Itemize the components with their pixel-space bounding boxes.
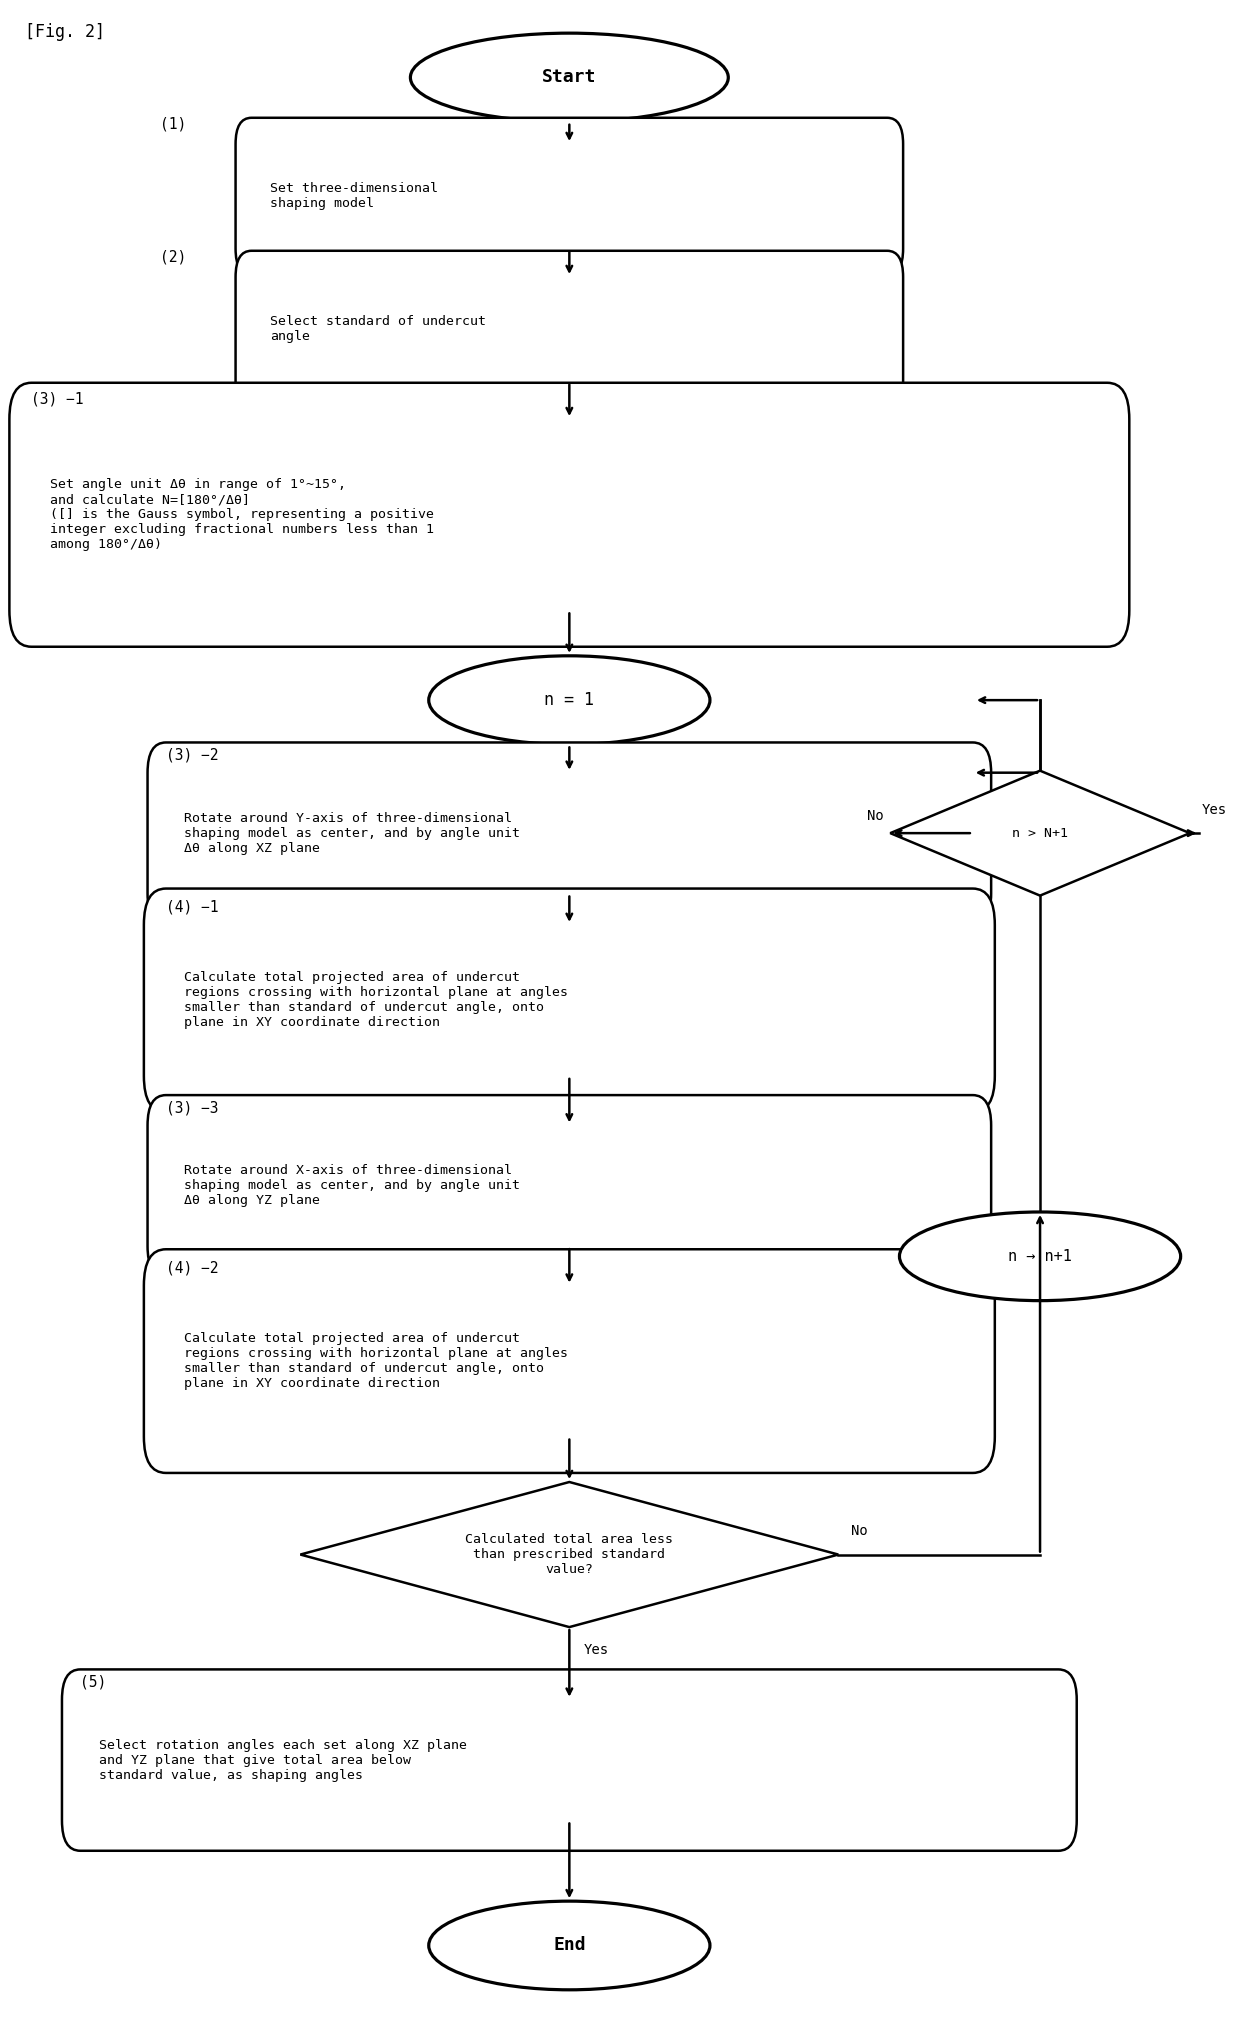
Text: Calculated total area less
than prescribed standard
value?: Calculated total area less than prescrib… — [465, 1534, 673, 1577]
Text: Calculate total projected area of undercut
regions crossing with horizontal plan: Calculate total projected area of underc… — [185, 1333, 568, 1390]
Text: Calculate total projected area of undercut
regions crossing with horizontal plan: Calculate total projected area of underc… — [185, 972, 568, 1029]
Text: (2): (2) — [160, 250, 186, 266]
FancyBboxPatch shape — [62, 1670, 1076, 1850]
Text: (1): (1) — [160, 118, 186, 132]
Text: (4) −2: (4) −2 — [166, 1260, 218, 1276]
Text: Select rotation angles each set along XZ plane
and YZ plane that give total area: Select rotation angles each set along XZ… — [99, 1739, 466, 1781]
Ellipse shape — [899, 1211, 1180, 1301]
Text: No: No — [868, 810, 884, 824]
Text: n = 1: n = 1 — [544, 692, 594, 710]
Text: Rotate around Y-axis of three-dimensional
shaping model as center, and by angle : Rotate around Y-axis of three-dimensiona… — [185, 812, 521, 854]
Ellipse shape — [410, 32, 728, 122]
Text: [Fig. 2]: [Fig. 2] — [25, 22, 105, 41]
Text: Set three-dimensional
shaping model: Set three-dimensional shaping model — [270, 183, 438, 211]
Text: Yes: Yes — [584, 1643, 609, 1658]
Text: n > N+1: n > N+1 — [1012, 826, 1068, 840]
Text: No: No — [851, 1524, 867, 1538]
Polygon shape — [890, 771, 1190, 895]
FancyBboxPatch shape — [10, 383, 1130, 647]
Text: Select standard of undercut
angle: Select standard of undercut angle — [270, 314, 486, 343]
Ellipse shape — [429, 655, 711, 745]
Text: (3) −2: (3) −2 — [166, 747, 218, 763]
FancyBboxPatch shape — [236, 252, 903, 408]
Text: Yes: Yes — [1202, 803, 1228, 818]
FancyBboxPatch shape — [148, 743, 991, 923]
FancyBboxPatch shape — [236, 118, 903, 276]
Ellipse shape — [429, 1901, 711, 1990]
Text: Set angle unit Δθ in range of 1°~15°,
and calculate N=[180°/Δθ]
([] is the Gauss: Set angle unit Δθ in range of 1°~15°, an… — [50, 479, 434, 552]
Text: Rotate around X-axis of three-dimensional
shaping model as center, and by angle : Rotate around X-axis of three-dimensiona… — [185, 1165, 521, 1207]
Text: (5): (5) — [81, 1674, 107, 1690]
FancyBboxPatch shape — [144, 1250, 994, 1473]
Text: n → n+1: n → n+1 — [1008, 1248, 1073, 1264]
Text: (3) −3: (3) −3 — [166, 1100, 218, 1116]
Text: (4) −1: (4) −1 — [166, 899, 218, 915]
FancyBboxPatch shape — [144, 889, 994, 1112]
Text: Start: Start — [542, 69, 596, 87]
Text: (3) −1: (3) −1 — [31, 392, 84, 408]
Text: End: End — [553, 1936, 585, 1954]
Polygon shape — [300, 1481, 838, 1627]
FancyBboxPatch shape — [148, 1096, 991, 1276]
